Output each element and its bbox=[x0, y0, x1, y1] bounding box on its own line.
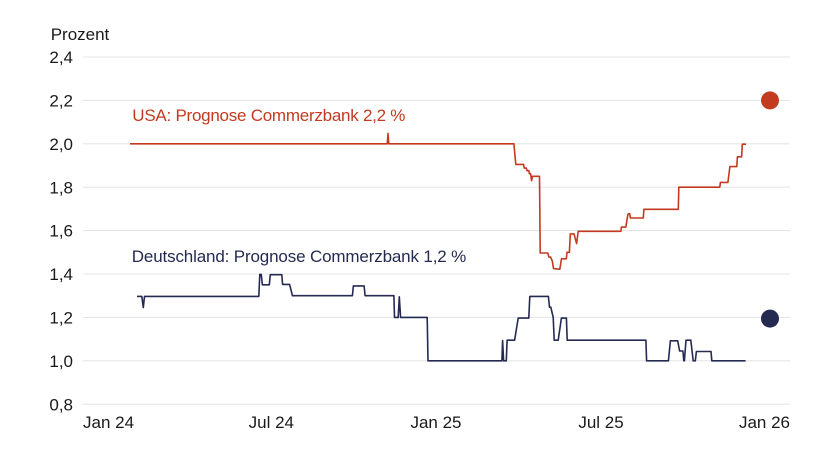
svg-text:Deutschland: Prognose Commerzb: Deutschland: Prognose Commerzbank 1,2 % bbox=[132, 247, 466, 266]
svg-text:Jan 24: Jan 24 bbox=[83, 413, 134, 432]
svg-text:1,2: 1,2 bbox=[49, 309, 73, 328]
svg-text:Jan 25: Jan 25 bbox=[410, 413, 461, 432]
svg-text:2,0: 2,0 bbox=[49, 135, 73, 154]
svg-text:1,0: 1,0 bbox=[49, 352, 73, 371]
svg-text:2,2: 2,2 bbox=[49, 92, 73, 111]
svg-text:Jul 25: Jul 25 bbox=[578, 413, 623, 432]
svg-text:Jul 24: Jul 24 bbox=[249, 413, 294, 432]
svg-text:2,4: 2,4 bbox=[49, 48, 73, 67]
svg-text:1,6: 1,6 bbox=[49, 222, 73, 241]
svg-text:0,8: 0,8 bbox=[49, 395, 73, 414]
svg-text:Prozent: Prozent bbox=[51, 25, 110, 44]
svg-text:Jan 26: Jan 26 bbox=[739, 413, 790, 432]
svg-text:1,8: 1,8 bbox=[49, 178, 73, 197]
svg-text:1,4: 1,4 bbox=[49, 265, 73, 284]
svg-text:USA: Prognose Commerzbank 2,2: USA: Prognose Commerzbank 2,2 % bbox=[132, 106, 405, 125]
